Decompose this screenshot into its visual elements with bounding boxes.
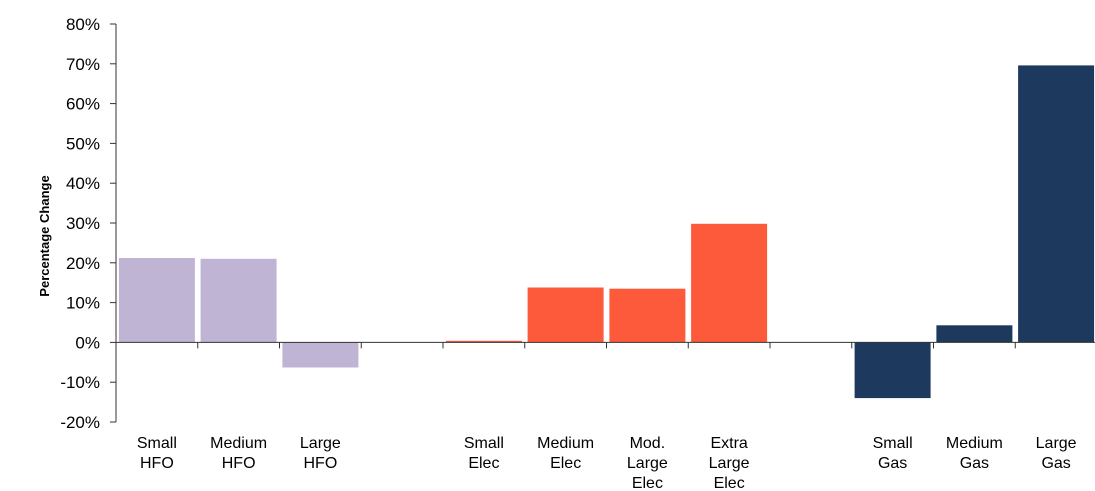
bar — [609, 288, 686, 343]
bar — [527, 287, 604, 343]
y-tick-label: 50% — [66, 134, 100, 153]
x-tick-label: Medium Elec — [537, 435, 594, 472]
y-axis-title: Percentage Change — [37, 175, 52, 296]
y-tick-label: 20% — [66, 254, 100, 273]
y-tick-label: 0% — [75, 333, 100, 352]
bar — [1018, 65, 1095, 343]
y-tick-label: 70% — [66, 55, 100, 74]
bar — [445, 340, 522, 343]
bar — [854, 342, 931, 399]
bar — [282, 342, 359, 368]
x-tick-label: Large Gas — [1036, 435, 1077, 472]
bar — [691, 223, 768, 343]
y-tick-label: -10% — [60, 373, 100, 392]
y-tick-label: -20% — [60, 413, 100, 432]
y-tick-label: 30% — [66, 214, 100, 233]
bar — [200, 258, 277, 343]
x-tick-label: Small HFO — [137, 435, 177, 472]
x-tick-label: Medium Gas — [946, 435, 1003, 472]
x-tick-label: Large HFO — [300, 435, 341, 472]
y-tick-label: 40% — [66, 174, 100, 193]
bar — [936, 325, 1013, 343]
x-tick-label: Medium HFO — [210, 435, 267, 472]
y-tick-label: 10% — [66, 294, 100, 313]
y-tick-label: 80% — [66, 15, 100, 34]
x-tick-label: Small Elec — [464, 435, 504, 472]
plot-area: -20% -10% 0% 10% 20% 30% 40% 50% 60% 70% 80% Small H… — [60, 15, 1095, 491]
x-tick-label: Extra Large Elec — [709, 435, 750, 491]
x-tick-label: Small Gas — [873, 435, 913, 472]
y-tick-label: 60% — [66, 95, 100, 114]
bar — [118, 258, 195, 343]
x-tick-label: Mod. Large Elec — [627, 435, 668, 491]
